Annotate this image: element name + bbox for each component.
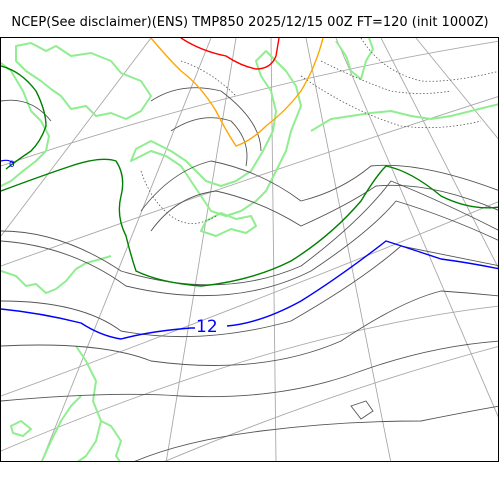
latitude-circle [1, 40, 498, 167]
coastline-greenland [1, 62, 50, 187]
contour-red [180, 38, 280, 70]
latitude-circle [164, 346, 498, 461]
longitude-line [415, 38, 498, 140]
map-canvas: 12 0 [1, 38, 498, 461]
temperature-contour [1, 180, 498, 286]
contour-green-main [1, 158, 498, 287]
dotted-contour [320, 60, 452, 94]
temperature-contours [1, 87, 498, 461]
coastline-siberia [310, 103, 498, 132]
coastline-europe-west [75, 345, 102, 461]
temperature-contour [150, 184, 498, 232]
longitude-line [165, 38, 237, 461]
longitude-line [305, 38, 392, 461]
contour-orange [150, 38, 324, 147]
contour-blue-12 [1, 240, 498, 340]
contour-green-left [1, 65, 47, 170]
map-title: NCEP(See disclaimer)(ENS) TMP850 2025/12… [11, 15, 489, 30]
temperature-contour [170, 117, 248, 167]
coastline-iceland [15, 42, 152, 120]
temperature-contour [1, 340, 498, 402]
coastline-europe-south [40, 395, 82, 461]
dotted-contours [140, 38, 498, 224]
dotted-contour [300, 75, 482, 129]
coastline-svalbard [335, 38, 374, 80]
latitude-circle [1, 201, 498, 397]
latitude-circle [1, 305, 498, 452]
longitude-line [1, 38, 152, 237]
longitude-line [380, 38, 498, 269]
coastlines [1, 38, 498, 461]
coastline-baltic [200, 212, 257, 237]
temperature-contour [1, 200, 498, 297]
coastline-island-small [10, 420, 32, 437]
dotted-contour [180, 60, 237, 97]
temperature-contour [350, 400, 374, 420]
temperature-contour [1, 290, 498, 366]
contour-blue-left [1, 159, 14, 164]
map-panel: 12 0 [0, 37, 499, 462]
temperature-contour [140, 160, 498, 212]
contour-label-12: 12 [196, 317, 218, 337]
temperature-contour [1, 245, 498, 338]
coastline-scandinavia [130, 50, 302, 217]
dotted-contour [360, 38, 498, 82]
temperature-contour [1, 99, 52, 122]
graticule [1, 38, 498, 461]
dotted-contour [140, 170, 217, 224]
longitude-line [335, 38, 498, 418]
longitude-line [41, 38, 212, 461]
coastline-iberia [100, 420, 122, 461]
latitude-circle [1, 96, 498, 267]
temperature-contour [134, 405, 498, 461]
contour-label-0: 0 [9, 160, 15, 170]
coastline-uk [1, 255, 112, 294]
